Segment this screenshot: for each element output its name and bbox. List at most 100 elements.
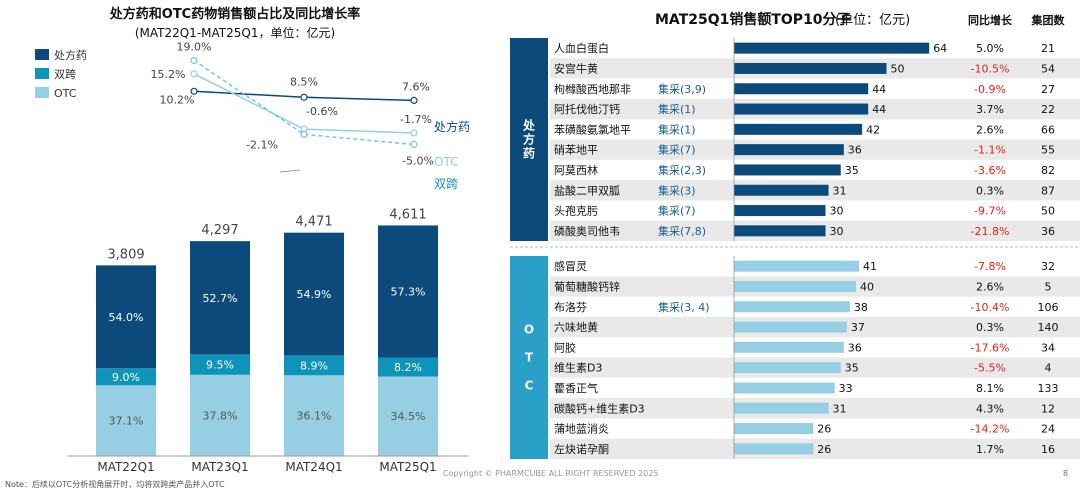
row-count-1-0: 32 (1041, 260, 1055, 273)
growth-point-0-2 (410, 96, 418, 105)
row-bar-0-0 (734, 42, 930, 54)
row-bar-1-7 (734, 402, 829, 414)
row-bar-0-7 (734, 184, 829, 196)
row-value-1-9: 26 (817, 443, 831, 456)
row-growth-1-4: -17.6% (971, 341, 1010, 354)
row-count-0-1: 54 (1041, 62, 1055, 75)
bar-label-2-0: 54.0% (109, 311, 144, 324)
group-label-1: O T C (524, 323, 534, 393)
row-name-1-2: 布洛芬 (554, 300, 587, 314)
bar-label-2-1: 52.7% (203, 292, 238, 305)
row-value-1-5: 35 (845, 362, 859, 375)
row-value-1-6: 33 (839, 382, 853, 395)
growth-point-2-0 (190, 56, 198, 65)
growth-label-0-1: 8.5% (290, 75, 318, 88)
row-value-1-0: 41 (863, 260, 877, 273)
row-bar-0-3 (734, 103, 869, 115)
growth-end-label-0: 处方药 (434, 119, 470, 134)
row-bar-1-2 (734, 301, 850, 313)
row-bar-0-6 (734, 164, 841, 176)
growth-point-2-2 (410, 140, 418, 149)
row-count-0-7: 87 (1041, 184, 1055, 197)
growth-point-1-2 (410, 129, 418, 137)
row-name-1-4: 阿胶 (554, 340, 576, 354)
bar-seg-0-3 (378, 376, 438, 456)
row-bar-0-9 (734, 225, 826, 237)
row-growth-0-8: -9.7% (974, 205, 1006, 218)
bar-label-1-2: 8.9% (300, 359, 328, 372)
legend-label-2: OTC (54, 87, 77, 100)
bar-total-1: 4,297 (201, 223, 238, 238)
bar-label-2-3: 57.3% (391, 286, 426, 299)
row-tag-0-5: 集采(7) (658, 143, 696, 157)
row-bar-1-9 (734, 443, 814, 455)
row-growth-1-3: 0.3% (976, 321, 1004, 334)
row-name-1-6: 藿香正气 (554, 381, 598, 395)
bar-label-0-0: 37.1% (109, 415, 144, 428)
row-count-1-2: 106 (1038, 301, 1059, 314)
bar-total-3: 4,611 (389, 207, 426, 222)
row-value-0-9: 30 (830, 225, 844, 238)
row-growth-1-5: -5.5% (974, 362, 1006, 375)
row-tag-0-2: 集采(3,9) (658, 82, 706, 96)
row-bar-0-8 (734, 205, 826, 217)
legend-swatch-1 (35, 68, 49, 79)
left-panel: 处方药和OTC药物销售额占比及同比增长率 (MAT22Q1-MAT25Q1，单位：… (0, 0, 470, 494)
x-tick-0: MAT22Q1 (97, 460, 154, 474)
top10-title: MAT25Q1销售额TOP10分子 (655, 11, 851, 28)
bar-seg-0-0 (96, 385, 156, 456)
row-value-1-7: 31 (833, 402, 847, 415)
row-growth-1-2: -10.4% (971, 301, 1010, 314)
chart-subtitle: (MAT22Q1-MAT25Q1，单位：亿元) (135, 25, 335, 40)
bar-label-1-3: 8.2% (394, 361, 422, 374)
row-value-0-2: 44 (872, 83, 886, 96)
row-value-0-1: 50 (891, 62, 905, 75)
row-name-0-5: 硝苯地平 (554, 143, 598, 157)
bar-label-1-1: 9.5% (206, 359, 234, 372)
bar-seg-0-2 (284, 375, 344, 456)
bar-total-0: 3,809 (107, 248, 144, 263)
bar-seg-2-2 (284, 232, 344, 356)
right-panel: MAT25Q1销售额TOP10分子 (单位：亿元) 同比增长 集团数 处方药 人血白蛋白 6… (470, 0, 1080, 494)
row-count-0-2: 27 (1041, 83, 1055, 96)
row-name-1-3: 六味地黄 (554, 320, 598, 334)
bar-seg-1-0 (96, 368, 156, 386)
footer-note: Note：后续以OTC分析视角展开时，均将双跨类产品并入OTC (5, 480, 225, 489)
row-bar-0-2 (734, 83, 869, 95)
bar-label-0-2: 36.1% (297, 410, 332, 423)
row-count-0-9: 36 (1041, 225, 1055, 238)
row-count-1-4: 34 (1041, 341, 1055, 354)
growth-label-2-0: 19.0% (177, 41, 212, 54)
row-count-0-3: 22 (1041, 103, 1055, 116)
row-growth-1-8: -14.2% (971, 423, 1010, 436)
row-growth-0-9: -21.8% (971, 225, 1010, 238)
row-growth-1-6: 8.1% (976, 382, 1004, 395)
row-growth-1-0: -7.8% (974, 260, 1006, 273)
row-tag-0-4: 集采(1) (658, 122, 696, 136)
row-count-1-5: 4 (1045, 362, 1052, 375)
legend-swatch-2 (35, 87, 49, 98)
row-value-0-6: 35 (845, 164, 859, 177)
row-bar-1-1 (734, 280, 856, 292)
row-growth-0-4: 2.6% (976, 123, 1004, 136)
group-box-0 (510, 38, 548, 241)
row-value-1-2: 38 (854, 301, 868, 314)
bar-label-0-1: 37.8% (203, 409, 238, 422)
growth-end-label-2: 双跨 (434, 177, 458, 191)
row-growth-0-6: -3.6% (974, 164, 1006, 177)
row-value-1-1: 40 (860, 280, 874, 293)
row-name-0-0: 人血白蛋白 (554, 41, 609, 55)
row-growth-1-9: 1.7% (976, 443, 1004, 456)
legend-label-1: 双跨 (54, 68, 76, 81)
growth-end-label-1: OTC (434, 155, 458, 169)
row-name-1-9: 左炔诺孕酮 (554, 443, 609, 456)
bar-seg-1-2 (284, 355, 344, 376)
x-tick-2: MAT24Q1 (285, 460, 342, 474)
row-growth-1-7: 4.3% (976, 402, 1004, 415)
group-label-0: 处方药 (522, 118, 536, 161)
growth-point-0-1 (300, 93, 308, 101)
bar-total-2: 4,471 (295, 214, 332, 229)
col-header-count: 集团数 (1031, 13, 1066, 27)
row-name-0-9: 磷酸奥司他韦 (554, 224, 620, 238)
